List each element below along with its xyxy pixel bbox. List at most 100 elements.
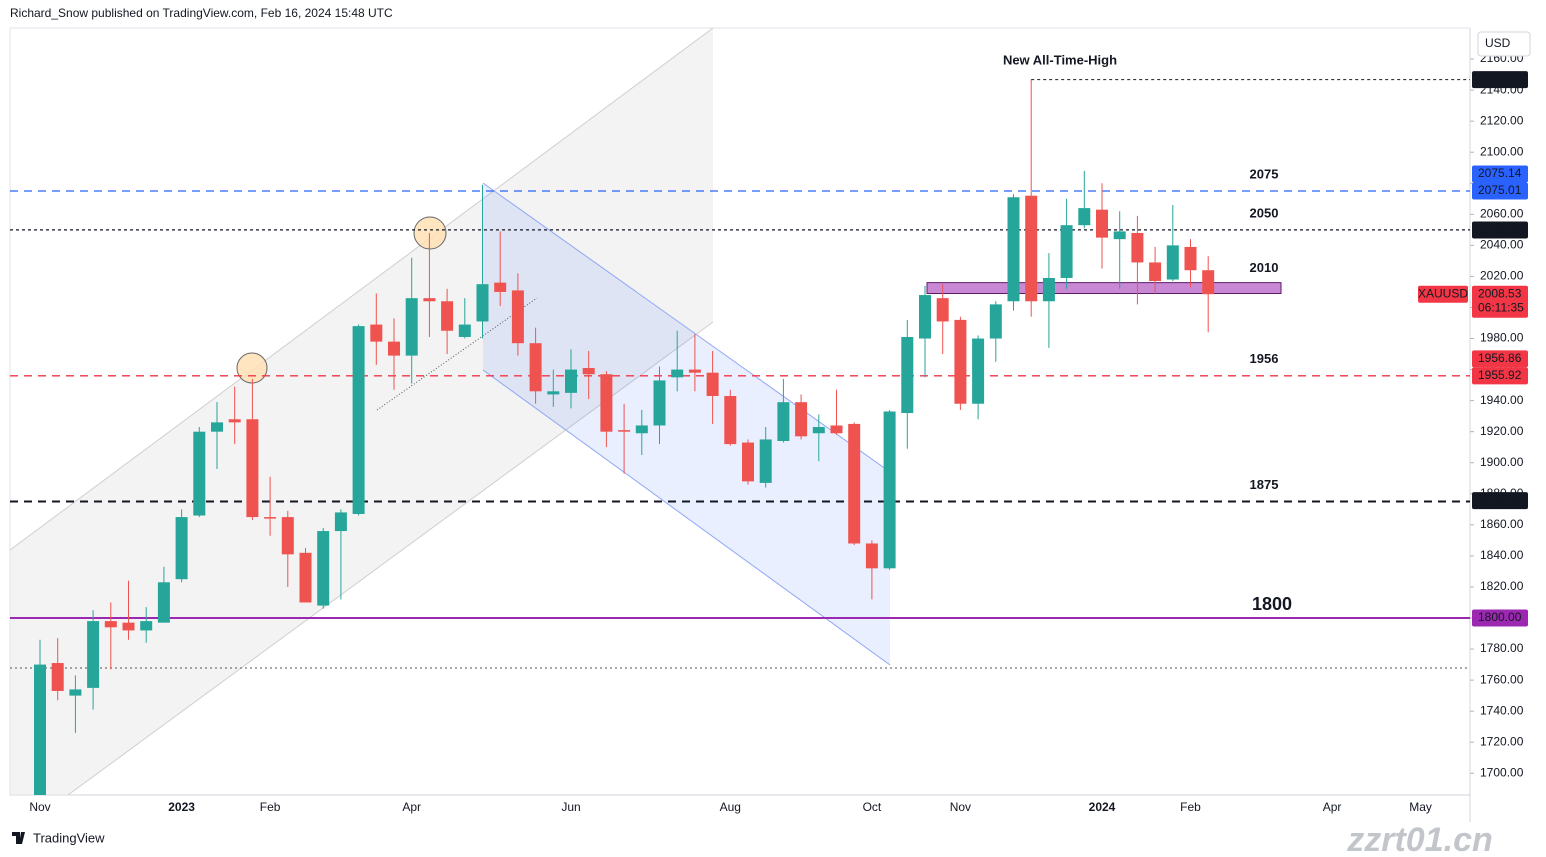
y-tick-label: 2020.00 bbox=[1480, 269, 1524, 283]
candle-body bbox=[264, 517, 277, 519]
price-tag-label: 1875.61 bbox=[1478, 493, 1522, 507]
candle-body bbox=[1060, 225, 1073, 278]
candle-body bbox=[865, 543, 878, 569]
candle-body bbox=[830, 425, 843, 434]
candle-body bbox=[529, 343, 542, 392]
x-tick-label: Nov bbox=[950, 800, 971, 814]
candle-body bbox=[476, 284, 489, 322]
highlight-circle bbox=[236, 352, 268, 384]
price-tag bbox=[1472, 182, 1528, 200]
price-tag bbox=[1472, 285, 1528, 318]
candle-body bbox=[388, 341, 400, 356]
candle-body bbox=[936, 298, 949, 322]
y-tick-label: 1760.00 bbox=[1480, 672, 1524, 686]
candle-body bbox=[972, 338, 985, 404]
y-tick-label: 2120.00 bbox=[1480, 113, 1524, 127]
candle-body bbox=[777, 402, 790, 441]
candle-body bbox=[706, 372, 719, 396]
candle-body bbox=[511, 290, 524, 344]
candle-body bbox=[671, 369, 684, 378]
price-tag-label: 2075.01 bbox=[1478, 183, 1522, 197]
level-label: 2075 bbox=[1250, 166, 1279, 181]
candle-body bbox=[954, 319, 967, 404]
candle-body bbox=[370, 324, 383, 342]
candle-body bbox=[494, 282, 507, 292]
candle-body bbox=[901, 336, 914, 414]
currency-box bbox=[1477, 31, 1531, 57]
candle-body bbox=[352, 326, 365, 514]
candle-body bbox=[618, 430, 631, 432]
candle-body bbox=[795, 402, 808, 437]
candle-body bbox=[1131, 232, 1144, 263]
y-tick-label: 1900.00 bbox=[1480, 455, 1524, 469]
level-label: 2050 bbox=[1250, 205, 1279, 220]
candle-body bbox=[547, 391, 560, 395]
y-tick-label: 1720.00 bbox=[1480, 734, 1524, 748]
candle-body bbox=[1113, 231, 1126, 240]
price-tag-label: 1800.00 bbox=[1478, 610, 1522, 624]
candle-body bbox=[1078, 208, 1091, 226]
y-tick-label: 1780.00 bbox=[1480, 641, 1524, 655]
y-tick-label: 2060.00 bbox=[1480, 206, 1524, 220]
x-tick-label: Feb bbox=[1180, 800, 1201, 814]
candle-body bbox=[317, 531, 330, 606]
x-tick-label: Aug bbox=[720, 800, 741, 814]
candle-body bbox=[688, 369, 701, 373]
level-zone bbox=[926, 282, 1282, 295]
candle-body bbox=[1166, 245, 1179, 280]
trend-line bbox=[376, 297, 538, 411]
x-tick-label: Jun bbox=[561, 800, 580, 814]
highlight-circle bbox=[413, 216, 447, 250]
price-tag-label: 2049.90 bbox=[1478, 222, 1522, 236]
price-tag-label: 2146.79 bbox=[1478, 72, 1522, 86]
annotation: New All-Time-High bbox=[1003, 52, 1117, 67]
candle-body bbox=[299, 552, 312, 603]
price-tag-label: 2008.53 bbox=[1478, 286, 1522, 300]
candle-body bbox=[1096, 209, 1108, 238]
y-tick-label: 1820.00 bbox=[1480, 579, 1524, 593]
candle-body bbox=[423, 298, 436, 302]
y-tick-label: 1980.00 bbox=[1480, 331, 1524, 345]
candle-body bbox=[87, 621, 100, 688]
candle-body bbox=[104, 621, 117, 628]
y-tick-label: 1940.00 bbox=[1480, 393, 1524, 407]
channel-edge bbox=[10, 28, 714, 551]
candle-body bbox=[759, 439, 772, 483]
candle-body bbox=[919, 295, 931, 339]
candle-body bbox=[458, 324, 471, 337]
candle-body bbox=[635, 425, 648, 434]
candle-body bbox=[157, 582, 170, 623]
x-tick-label: Oct bbox=[863, 800, 882, 814]
price-tag bbox=[1472, 367, 1528, 385]
brand-logo bbox=[12, 832, 25, 844]
candle-body bbox=[441, 301, 454, 331]
y-tick-label: 1740.00 bbox=[1480, 703, 1524, 717]
candle-body bbox=[228, 419, 241, 423]
price-tag-label: 2075.14 bbox=[1478, 166, 1522, 180]
price-tag bbox=[1472, 350, 1528, 368]
x-tick-label: 2024 bbox=[1089, 800, 1116, 814]
channel-edge bbox=[482, 369, 891, 666]
y-tick-label: 1840.00 bbox=[1480, 548, 1524, 562]
price-tag-label: 1956.86 bbox=[1478, 351, 1522, 365]
candle-body bbox=[140, 621, 153, 631]
candle-body bbox=[565, 369, 577, 393]
brand: TradingView bbox=[33, 830, 105, 845]
level-label: 1956 bbox=[1250, 351, 1279, 366]
candle-body bbox=[51, 663, 64, 691]
candle-body bbox=[600, 374, 613, 432]
currency: USD bbox=[1485, 36, 1511, 50]
y-tick-label: 2100.00 bbox=[1480, 144, 1524, 158]
x-tick-label: Apr bbox=[1323, 800, 1342, 814]
x-tick-label: May bbox=[1409, 800, 1432, 814]
candle-body bbox=[582, 368, 595, 375]
candle-body bbox=[848, 423, 861, 544]
plot bbox=[10, 79, 1470, 795]
level-label: 1800 bbox=[1252, 594, 1292, 614]
price-tag bbox=[1472, 71, 1528, 89]
candle-body bbox=[246, 419, 259, 518]
level-label: 2010 bbox=[1250, 260, 1279, 275]
candle-body bbox=[334, 512, 347, 532]
candle-body bbox=[122, 622, 135, 631]
